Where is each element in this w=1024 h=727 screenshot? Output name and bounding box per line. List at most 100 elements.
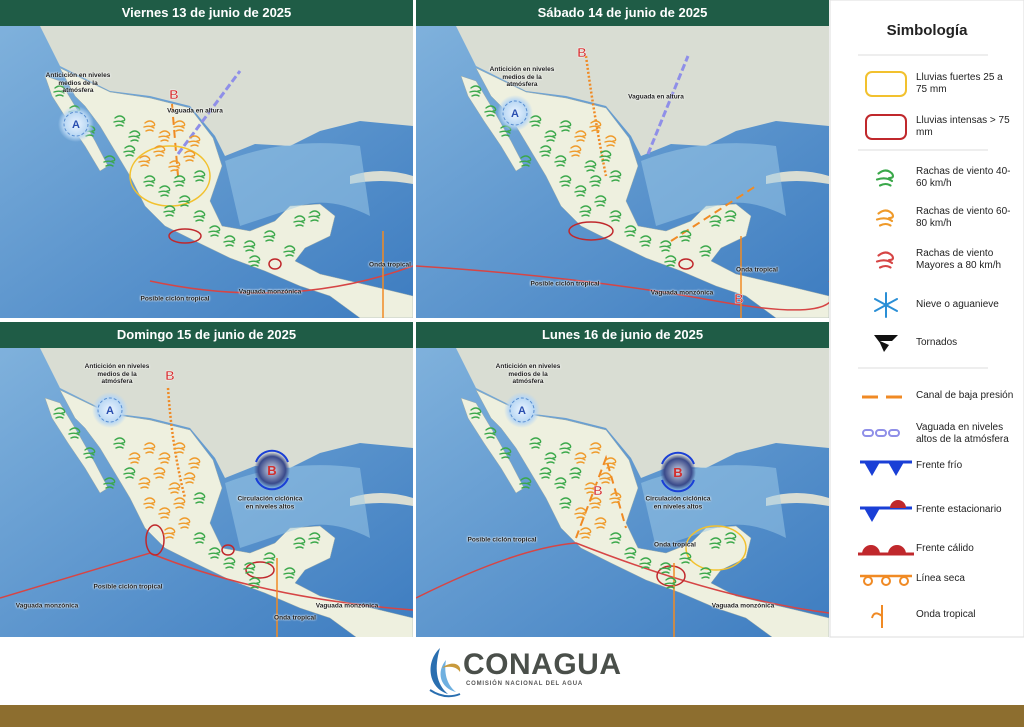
map-label: Posible ciclón tropical bbox=[467, 536, 537, 544]
panel-title: Viernes 13 de junio de 2025 bbox=[121, 5, 292, 20]
pressure-letter: A bbox=[511, 108, 519, 120]
map-label: Vaguada monzónica bbox=[315, 602, 379, 610]
brand-subtitle: COMISIÓN NACIONAL DEL AGUA bbox=[466, 681, 584, 687]
anticyclone-ring bbox=[502, 100, 528, 126]
legend-item: Rachas de viento 40-60 km/h bbox=[916, 166, 1011, 189]
anticyclone-ring bbox=[97, 397, 123, 423]
footer-bar bbox=[0, 705, 1024, 727]
anticyclone bbox=[497, 95, 533, 131]
legend-item: Lluvias intensas > 75 mm bbox=[916, 115, 1010, 138]
legend-item: Nieve o aguanieve bbox=[916, 299, 999, 310]
map-label: Vaguada en altura bbox=[167, 107, 223, 115]
legend-item: Frente cálido bbox=[916, 543, 974, 554]
map-feature bbox=[416, 542, 829, 614]
circulation-arrows bbox=[255, 449, 289, 491]
pressure-letter: B bbox=[169, 87, 178, 102]
map-feature bbox=[245, 561, 275, 579]
legend-item: Línea seca bbox=[916, 573, 965, 584]
legend-item: Canal de baja presión bbox=[916, 390, 1014, 401]
pressure-letter: B bbox=[165, 368, 174, 383]
panel-header bbox=[0, 322, 413, 348]
anticyclone-ring bbox=[63, 111, 89, 137]
map-feature bbox=[646, 55, 690, 155]
map-label: Vaguada en altura bbox=[628, 93, 684, 101]
pressure-letter: B bbox=[267, 463, 276, 478]
panel-title: Domingo 15 de junio de 2025 bbox=[116, 327, 297, 342]
circulation-arrows bbox=[661, 451, 695, 493]
basemap bbox=[0, 348, 413, 637]
logo bbox=[429, 648, 461, 698]
pressure-letter: B bbox=[734, 291, 743, 306]
map-feature bbox=[168, 228, 202, 244]
map-label: Onda tropical bbox=[369, 261, 411, 269]
map-label: Onda tropical bbox=[274, 614, 316, 622]
map-feature bbox=[416, 265, 829, 311]
anticyclone-ring bbox=[509, 397, 535, 423]
anticyclone bbox=[58, 106, 94, 142]
map-label: Vaguada monzónica bbox=[711, 602, 775, 610]
map-panel bbox=[0, 26, 413, 318]
map-label: Circulación ciclónica en niveles altos bbox=[237, 495, 303, 511]
pressure-letter: A bbox=[72, 119, 80, 131]
map-feature bbox=[685, 525, 747, 571]
panel-header bbox=[416, 0, 829, 26]
map-feature bbox=[145, 524, 165, 556]
anticyclone bbox=[504, 392, 540, 428]
brand: CONAGUA bbox=[463, 648, 622, 681]
legend-item: Frente frío bbox=[916, 460, 963, 471]
basemap bbox=[0, 26, 413, 318]
legend-item: Onda tropical bbox=[916, 609, 976, 620]
map-label: Anticición en niveles medios de la atmós… bbox=[495, 362, 561, 385]
pressure-letter: B bbox=[577, 45, 586, 60]
map-feature bbox=[678, 258, 694, 270]
legend-item: Lluvias fuertes 25 a 75 mm bbox=[916, 72, 1003, 95]
map-panel bbox=[416, 26, 829, 318]
map-label: Anticición en niveles medios de la atmós… bbox=[84, 362, 150, 385]
map-label: Vaguada monzónica bbox=[238, 288, 302, 296]
map-feature bbox=[568, 221, 614, 241]
panel-header bbox=[416, 322, 829, 348]
legend-item: Vaguada en niveles altos de la atmósfera bbox=[916, 422, 1009, 445]
legend-item: Tornados bbox=[916, 337, 958, 348]
map-feature bbox=[584, 55, 608, 177]
pressure-letter: A bbox=[106, 405, 114, 417]
map-feature bbox=[670, 185, 757, 242]
legend-box bbox=[829, 0, 1024, 638]
pressure-letter: B bbox=[673, 465, 682, 480]
pressure-letter: B bbox=[593, 483, 602, 498]
map-label: Posible ciclón tropical bbox=[140, 295, 210, 303]
map-feature bbox=[268, 258, 282, 270]
panel-title: Lunes 16 de junio de 2025 bbox=[541, 327, 704, 342]
panel-header bbox=[0, 0, 413, 26]
map-feature bbox=[176, 70, 242, 155]
map-label: Anticición en niveles medios de la atmós… bbox=[489, 65, 555, 88]
map-feature bbox=[166, 387, 187, 499]
map-panel bbox=[416, 348, 829, 637]
panel-title: Sábado 14 de junio de 2025 bbox=[537, 5, 708, 20]
map-label: Posible ciclón tropical bbox=[93, 583, 163, 591]
map-label: Onda tropical bbox=[654, 541, 696, 549]
cyclonic-circulation bbox=[254, 452, 290, 488]
map-panel bbox=[0, 348, 413, 637]
basemap bbox=[416, 348, 829, 637]
map-label: Onda tropical bbox=[736, 266, 778, 274]
basemap bbox=[416, 26, 829, 318]
map-label: Circulación ciclónica en niveles altos bbox=[645, 495, 711, 511]
map-label: Vaguada monzónica bbox=[650, 289, 714, 297]
legend-item: Rachas de viento Mayores a 80 km/h bbox=[916, 248, 1002, 271]
pressure-letter: A bbox=[518, 405, 526, 417]
legend-item: Frente estacionario bbox=[916, 504, 1002, 515]
map-feature bbox=[0, 552, 413, 611]
map-feature bbox=[149, 265, 413, 294]
legend-item: Rachas de viento 60-80 km/h bbox=[916, 206, 1011, 229]
map-label: Vaguada monzónica bbox=[15, 602, 79, 610]
legend-icons bbox=[858, 54, 988, 628]
map-label: Anticición en niveles medios de la atmós… bbox=[45, 71, 111, 94]
cyclonic-circulation bbox=[660, 454, 696, 490]
legend-title: Simbología bbox=[886, 22, 968, 39]
anticyclone bbox=[92, 392, 128, 428]
map-feature bbox=[221, 544, 235, 556]
